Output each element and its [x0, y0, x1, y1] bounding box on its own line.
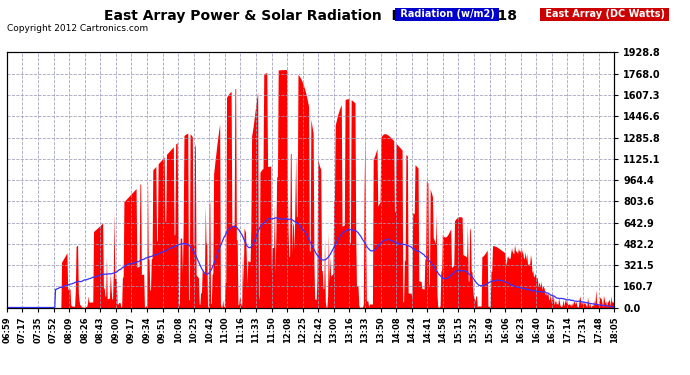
Text: Radiation (w/m2): Radiation (w/m2)	[397, 9, 498, 20]
Text: Copyright 2012 Cartronics.com: Copyright 2012 Cartronics.com	[7, 24, 148, 33]
Text: East Array Power & Solar Radiation  Fri Oct 12 18:18: East Array Power & Solar Radiation Fri O…	[104, 9, 517, 23]
Text: East Array (DC Watts): East Array (DC Watts)	[542, 9, 668, 20]
